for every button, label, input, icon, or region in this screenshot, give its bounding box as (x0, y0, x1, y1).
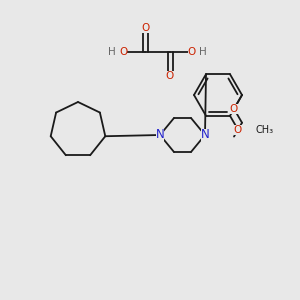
Text: N: N (201, 128, 209, 142)
Text: H: H (199, 47, 207, 57)
Text: CH₃: CH₃ (256, 124, 274, 135)
Text: O: O (141, 23, 149, 33)
Text: O: O (166, 71, 174, 81)
Text: N: N (156, 128, 164, 142)
Text: O: O (188, 47, 196, 57)
Text: O: O (234, 124, 242, 135)
Text: H: H (108, 47, 116, 57)
Text: O: O (230, 104, 238, 114)
Text: O: O (119, 47, 127, 57)
